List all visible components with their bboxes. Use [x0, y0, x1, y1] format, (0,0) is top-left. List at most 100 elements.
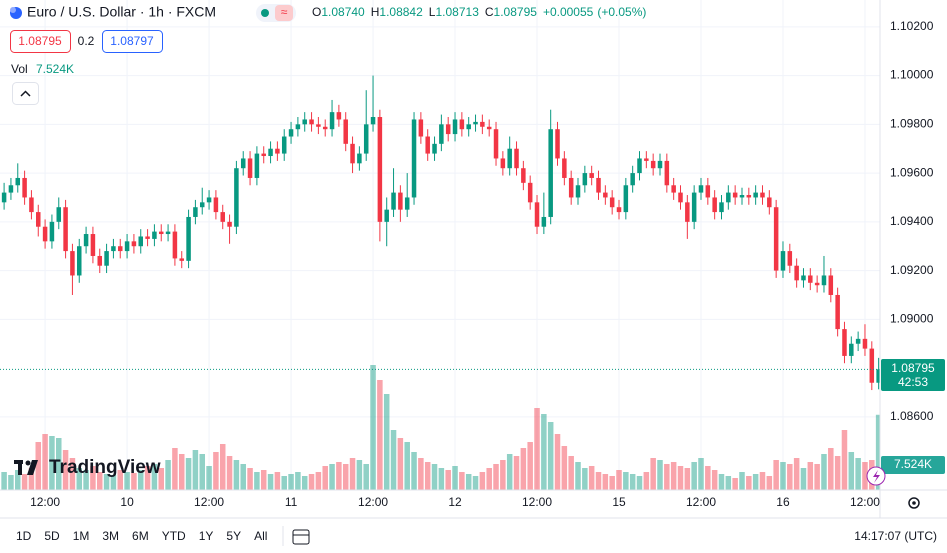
candle-body: [111, 246, 116, 252]
volume-bar: [684, 468, 691, 490]
candle-body: [384, 209, 389, 222]
x-tick-label: 16: [776, 495, 790, 509]
x-tick-label: 10: [120, 495, 134, 509]
volume-bar: [520, 448, 527, 490]
volume-bar: [787, 464, 793, 490]
volume-bar: [1, 472, 7, 490]
volume-bar: [821, 454, 827, 490]
volume-bar: [144, 466, 151, 490]
x-tick-label: 11: [285, 495, 298, 509]
range-button[interactable]: 1D: [16, 529, 32, 543]
candle-body: [124, 241, 130, 252]
y-tick-label: 1.10200: [890, 19, 934, 33]
candle-body: [432, 143, 437, 154]
range-button[interactable]: YTD: [162, 529, 186, 543]
candle-body: [425, 136, 430, 154]
range-button[interactable]: 1M: [73, 529, 90, 543]
candle-body: [869, 348, 875, 383]
candle-body: [773, 207, 779, 271]
range-button[interactable]: All: [254, 529, 267, 543]
candle-body: [855, 338, 861, 344]
volume-bar: [281, 476, 287, 490]
settings-icon[interactable]: [908, 497, 920, 509]
volume-bar: [554, 434, 561, 490]
volume-bar: [342, 464, 349, 490]
data-delay-icon[interactable]: [275, 5, 293, 21]
volume-bar: [500, 460, 506, 490]
date-range-icon[interactable]: [292, 529, 310, 545]
buy-price: 1.08797: [110, 34, 154, 48]
range-button[interactable]: 6M: [132, 529, 149, 543]
tv-logo-mark: [18, 460, 22, 475]
volume-bar: [814, 464, 820, 490]
candle-body: [787, 251, 793, 266]
volume-bar: [636, 476, 643, 490]
volume-bar: [875, 414, 882, 490]
y-tick-label: 1.10000: [890, 68, 934, 82]
candle-body: [49, 221, 55, 242]
last-price-label: 1.08795: [891, 361, 935, 375]
y-tick-label: 1.08600: [890, 409, 934, 423]
candle-body: [746, 195, 752, 198]
x-tick-label: 12:00: [850, 495, 880, 509]
volume-bar: [383, 394, 390, 490]
candle-body: [193, 207, 198, 217]
candle-body: [97, 255, 103, 266]
volume-bar: [664, 464, 670, 490]
candle-body: [534, 202, 540, 227]
volume-bar: [759, 472, 766, 490]
volume-bar: [322, 466, 328, 490]
collapse-button[interactable]: [12, 82, 39, 105]
candle-body: [213, 197, 219, 213]
range-button[interactable]: 5D: [44, 529, 60, 543]
volume-bar: [643, 472, 650, 490]
candle-body: [712, 197, 717, 213]
candle-body: [206, 197, 212, 203]
volume-bar: [185, 458, 192, 490]
candle-body: [281, 136, 287, 154]
volume-bar: [623, 472, 629, 490]
candle-body: [357, 153, 362, 164]
candle-body: [316, 124, 321, 127]
candle-body: [391, 192, 396, 210]
candle-body: [630, 173, 635, 186]
price-axis: [880, 0, 947, 518]
candle-body: [876, 369, 881, 383]
volume-bar: [349, 458, 356, 490]
volume-bar: [465, 474, 472, 490]
candle-body: [15, 177, 21, 186]
candle-body: [234, 168, 239, 227]
candle-body: [507, 148, 512, 169]
candle-body: [411, 119, 417, 198]
volume-bar: [616, 470, 622, 490]
range-button[interactable]: 1Y: [199, 529, 214, 543]
candle-body: [288, 129, 294, 137]
buy-button[interactable]: [102, 30, 163, 53]
range-button[interactable]: 3M: [102, 529, 119, 543]
sell-button[interactable]: [10, 30, 71, 53]
bar-countdown: 42:53: [898, 375, 928, 389]
clock[interactable]: 14:17:07 (UTC): [854, 529, 937, 543]
x-tick-label: 12:00: [30, 495, 60, 509]
candle-body: [623, 185, 629, 213]
candle-body: [165, 231, 171, 235]
volume-bar: [472, 476, 479, 490]
candle-body: [650, 160, 656, 169]
candle-body: [247, 158, 253, 178]
candle-body: [808, 275, 813, 283]
candle-body: [104, 251, 109, 266]
candle-body: [336, 112, 342, 120]
candle-body: [117, 246, 123, 252]
volume-bar: [800, 468, 807, 490]
candle-body: [138, 236, 143, 247]
candle-body: [821, 275, 827, 286]
range-button[interactable]: 5Y: [226, 529, 241, 543]
volume-bar: [131, 473, 137, 490]
volume-bar: [233, 460, 240, 490]
candle-body: [582, 173, 588, 186]
volume-bar: [158, 468, 164, 490]
volume-bar: [76, 468, 83, 490]
candle-body: [596, 177, 601, 193]
candle-body: [158, 231, 164, 235]
candle-body: [452, 119, 458, 135]
